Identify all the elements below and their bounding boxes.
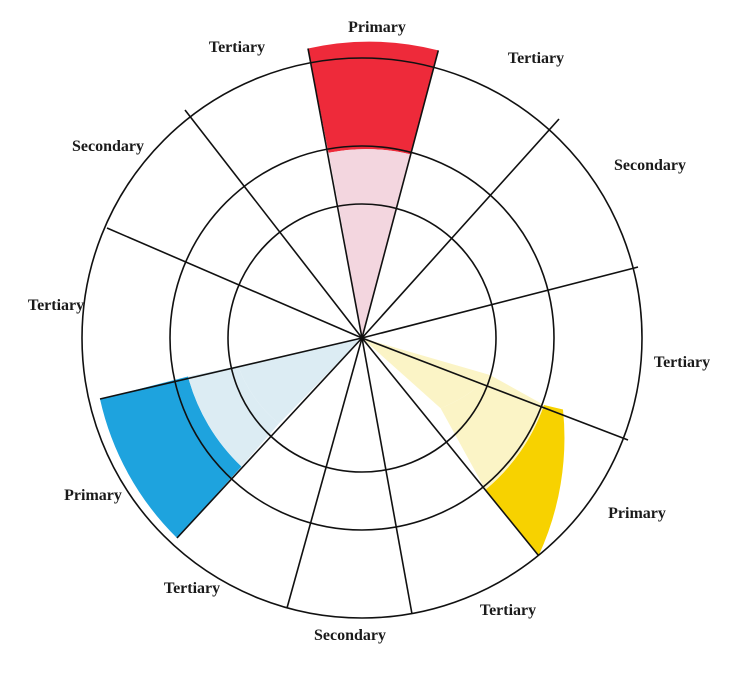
spoke [361,50,440,339]
spoke [361,337,629,441]
spoke [184,109,363,339]
label-top-primary: Primary [348,19,406,36]
red-inner-band [339,205,396,338]
red-primary-wedge [308,41,439,338]
wheel-rings [81,57,643,619]
yellow-inner-band [362,338,490,409]
inner-ring [227,203,497,473]
red-middle-band [328,149,411,210]
yellow-outer-band [485,405,565,556]
label-top-right-tertiary: Tertiary [508,50,564,67]
yellow-middle-band [440,375,544,490]
wheel-labels: Primary Tertiary Secondary Tertiary Prim… [28,19,710,644]
spoke [361,337,413,615]
yellow-primary-wedge [362,338,565,556]
label-bottom-left-tertiary: Tertiary [164,580,220,597]
spoke [361,118,560,339]
red-outer-band [308,41,439,155]
outer-ring [81,57,643,619]
label-left-lower-primary: Primary [64,487,122,504]
spoke [307,48,363,339]
label-bottom-right-primary: Primary [608,505,666,522]
label-right-upper-secondary: Secondary [614,157,686,174]
spoke [99,337,363,400]
spoke [361,337,540,557]
blue-middle-band [188,366,279,467]
spoke [176,337,363,539]
spoke [106,227,363,339]
label-bottom-right-tertiary: Tertiary [480,602,536,619]
label-right-tertiary: Tertiary [654,354,710,371]
wheel-spokes [99,48,639,615]
label-left-upper-secondary: Secondary [72,138,144,155]
blue-outer-band [100,376,242,538]
middle-ring [169,145,555,531]
label-bottom-secondary: Secondary [314,627,386,644]
spoke [361,266,639,339]
spoke [286,337,363,609]
label-left-tertiary: Tertiary [28,297,84,314]
label-top-left-tertiary: Tertiary [209,39,265,56]
